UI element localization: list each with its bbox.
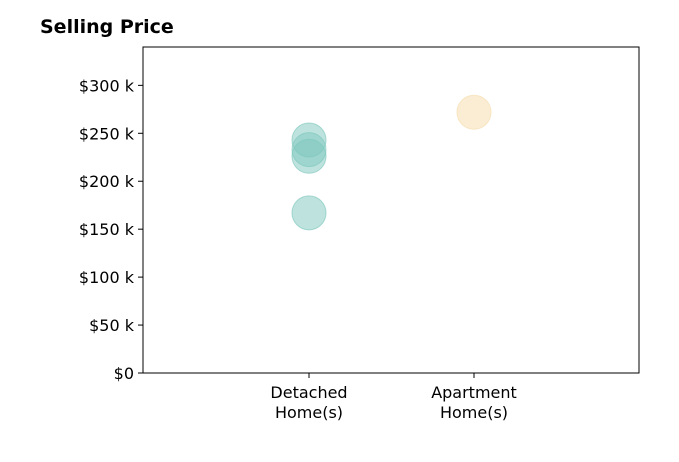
data-point: [291, 195, 327, 231]
y-tick-label: $0: [114, 364, 134, 383]
y-tick-label: $200 k: [79, 172, 135, 191]
y-axis: $0 $50 k $100 k $150 k $200 k $250 k $300 k: [79, 76, 143, 383]
x-tick-label: Detached Home(s): [270, 383, 347, 422]
y-tick-label: $300 k: [79, 76, 135, 95]
x-axis: Detached Home(s) Apartment Home(s): [270, 373, 517, 422]
y-tick-label: $150 k: [79, 220, 135, 239]
data-points: [291, 94, 492, 231]
y-tick-label: $250 k: [79, 124, 135, 143]
chart-title: Selling Price: [40, 16, 174, 38]
x-tick-label: Apartment Home(s): [431, 383, 517, 422]
data-point: [291, 138, 327, 174]
y-tick-label: $50 k: [89, 316, 135, 335]
data-point: [456, 94, 492, 130]
plot-frame: [142, 46, 640, 374]
y-tick-label: $100 k: [79, 268, 135, 287]
